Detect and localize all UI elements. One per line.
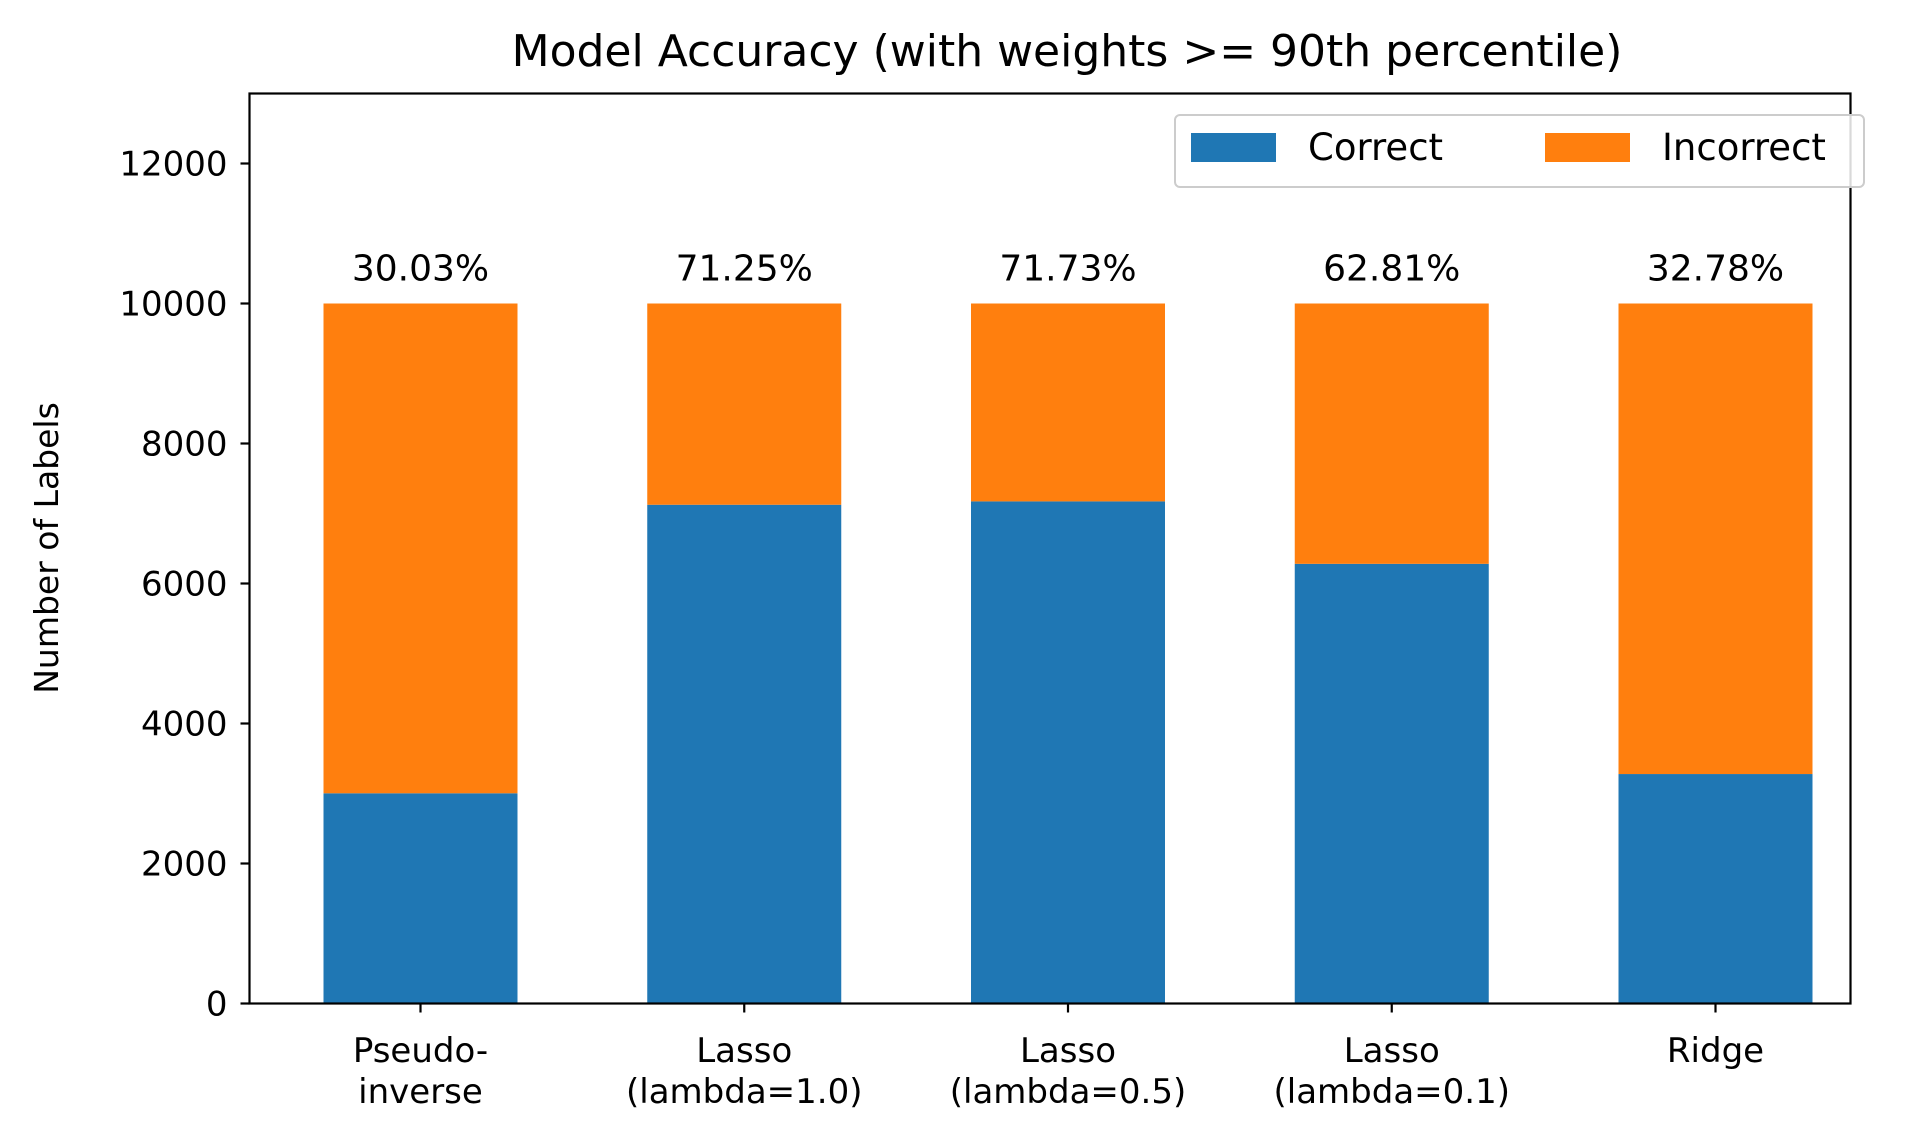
bar-annotation-2: 71.73% (999, 249, 1136, 290)
bar-incorrect-4 (1618, 303, 1813, 775)
bar-incorrect-2 (971, 303, 1165, 502)
plot-frame (248, 92, 1852, 1005)
y-tick-label-2000: 2000 (141, 845, 228, 885)
chart-title: Model Accuracy (with weights >= 90th per… (512, 26, 1623, 77)
bar-correct-4 (1618, 774, 1813, 1004)
bar-annotation-0: 30.03% (352, 249, 489, 290)
x-axis: Pseudo-inverse Lasso (lambda=1.0) Lasso (lam… (353, 1003, 1764, 1112)
legend-label-incorrect: Incorrect (1662, 126, 1826, 169)
legend-swatch-incorrect (1545, 133, 1630, 162)
x-tick-label-1: Lasso (lambda=1.0) (626, 1031, 863, 1112)
y-axis-label: Number of Labels (27, 402, 66, 694)
legend: Correct Incorrect (1174, 114, 1865, 188)
bar-annotations: 30.03% 71.25% 71.73% 62.81% 32.78% (352, 249, 1784, 290)
y-tick-label-10000: 10000 (119, 285, 227, 325)
bar-incorrect-0 (323, 303, 518, 794)
y-tick-label-8000: 8000 (141, 425, 228, 465)
bar-annotation-1: 71.25% (676, 249, 813, 290)
bar-correct-0 (323, 793, 518, 1004)
bar-annotation-4: 32.78% (1647, 249, 1784, 290)
legend-label-correct: Correct (1308, 126, 1443, 169)
bar-annotation-3: 62.81% (1323, 249, 1460, 290)
bar-correct-2 (971, 501, 1165, 1004)
y-tick-label-0: 0 (206, 985, 228, 1025)
legend-swatch-correct (1191, 133, 1276, 162)
x-tick-label-3: Lasso (lambda=0.1) (1274, 1031, 1511, 1112)
y-tick-label-4000: 4000 (141, 705, 228, 745)
y-tick-label-6000: 6000 (141, 565, 228, 605)
x-tick-label-0: Pseudo-inverse (353, 1031, 488, 1112)
bar-incorrect-3 (1294, 303, 1489, 564)
bar-incorrect-1 (647, 303, 842, 505)
bars-layer (323, 303, 1813, 1004)
x-tick-label-4: Ridge (1667, 1031, 1764, 1071)
bar-correct-1 (647, 504, 842, 1004)
legend-box (1174, 114, 1865, 188)
y-tick-label-12000: 12000 (119, 145, 227, 185)
bar-correct-3 (1294, 563, 1489, 1004)
x-tick-label-2: Lasso (lambda=0.5) (950, 1031, 1187, 1112)
y-axis: 0 2000 4000 6000 8000 10000 12000 (119, 145, 250, 1025)
